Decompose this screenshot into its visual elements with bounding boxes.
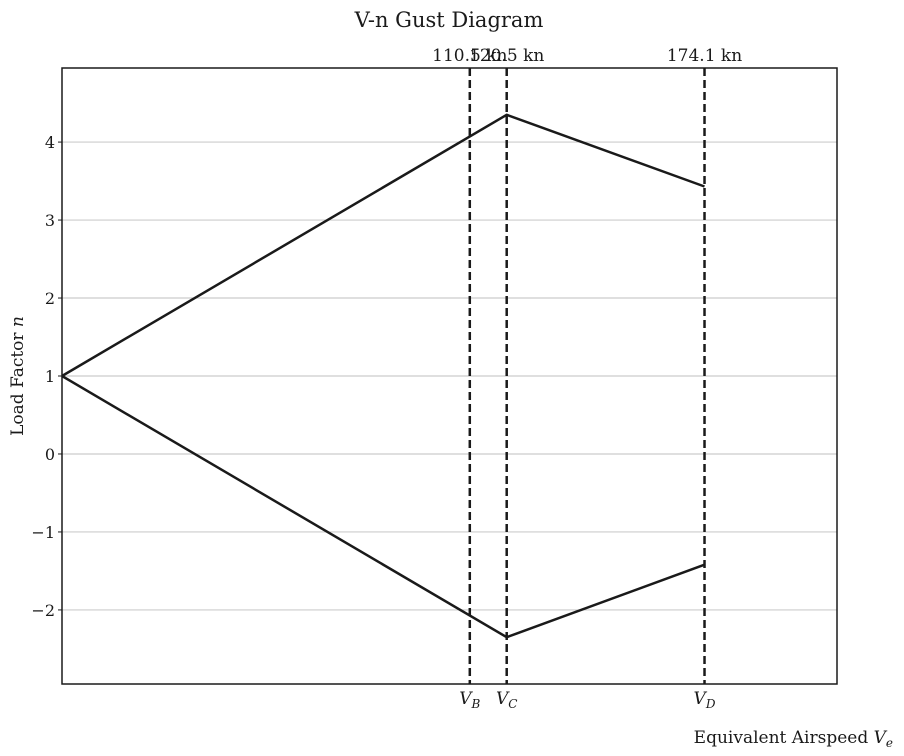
y-tick-label: −1 <box>31 523 55 542</box>
y-tick-label: 4 <box>45 133 55 152</box>
ref-symbol-vc: VC <box>496 689 517 711</box>
y-tick-label: 2 <box>45 289 55 308</box>
x-axis-title: Equivalent Airspeed Ve <box>694 728 893 750</box>
chart-title: V-n Gust Diagram <box>354 8 544 32</box>
gust-line-1 <box>61 113 705 378</box>
y-axis-ticks: −2 −1 0 1 2 3 4 <box>31 133 62 620</box>
gust-line-2 <box>61 374 705 639</box>
y-axis-title: Load Factor n <box>8 316 28 436</box>
ref-speed-label-vd: 174.1 kn <box>667 46 742 66</box>
reference-lines: 110.5 kn VB 120.5 kn VC 174.1 kn VD <box>432 46 742 711</box>
y-tick-label: 3 <box>45 211 55 230</box>
y-tick-label: −2 <box>31 601 55 620</box>
y-axis-label: Load Factor n <box>8 316 28 436</box>
y-tick-label: 0 <box>45 445 55 464</box>
grid-lines <box>62 141 837 611</box>
ref-symbol-vb: VB <box>459 689 480 711</box>
x-axis-label: Equivalent Airspeed Ve <box>694 728 893 750</box>
ref-speed-label-vc: 120.5 kn <box>469 46 544 66</box>
ref-speed-label-vb: 110.5 kn <box>432 46 507 66</box>
y-tick-label: 1 <box>45 367 55 386</box>
ref-symbol-vd: VD <box>694 689 716 711</box>
